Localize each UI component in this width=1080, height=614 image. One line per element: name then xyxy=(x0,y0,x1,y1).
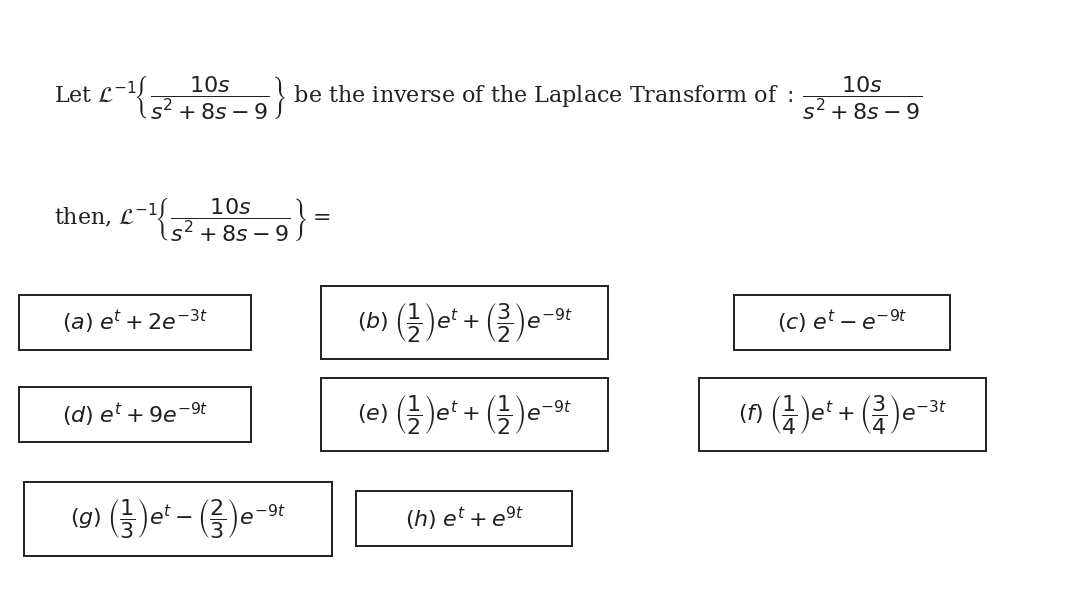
Text: then, $\mathcal{L}^{-1}\!\left\{\dfrac{10s}{s^2+8s-9}\right\}=$: then, $\mathcal{L}^{-1}\!\left\{\dfrac{1… xyxy=(54,196,330,244)
Bar xyxy=(322,286,607,359)
Bar xyxy=(734,295,950,350)
Bar xyxy=(19,387,251,442)
Bar xyxy=(356,491,572,546)
Bar xyxy=(25,482,333,556)
Text: $(g)\;\left(\dfrac{1}{3}\right)e^t-\left(\dfrac{2}{3}\right)e^{-9t}$: $(g)\;\left(\dfrac{1}{3}\right)e^t-\left… xyxy=(70,497,286,540)
Bar xyxy=(322,378,607,451)
Text: $(c)\; e^t - e^{-9t}$: $(c)\; e^t - e^{-9t}$ xyxy=(778,308,907,336)
Text: $(e)\;\left(\dfrac{1}{2}\right)e^t+\left(\dfrac{1}{2}\right)e^{-9t}$: $(e)\;\left(\dfrac{1}{2}\right)e^t+\left… xyxy=(356,393,572,436)
Text: $(a)\; e^t + 2e^{-3t}$: $(a)\; e^t + 2e^{-3t}$ xyxy=(62,308,208,336)
Text: $(b)\;\left(\dfrac{1}{2}\right)e^t+\left(\dfrac{3}{2}\right)e^{-9t}$: $(b)\;\left(\dfrac{1}{2}\right)e^t+\left… xyxy=(356,301,572,344)
Text: $(f)\;\left(\dfrac{1}{4}\right)e^t+\left(\dfrac{3}{4}\right)e^{-3t}$: $(f)\;\left(\dfrac{1}{4}\right)e^t+\left… xyxy=(738,393,947,436)
Text: Let $\mathcal{L}^{-1}\!\left\{\dfrac{10s}{s^2+8s-9}\right\}$ be the inverse of t: Let $\mathcal{L}^{-1}\!\left\{\dfrac{10s… xyxy=(54,74,922,121)
Text: $(h)\; e^t + e^{9t}$: $(h)\; e^t + e^{9t}$ xyxy=(405,505,524,533)
Bar xyxy=(700,378,986,451)
Bar xyxy=(19,295,251,350)
Text: $(d)\; e^t + 9e^{-9t}$: $(d)\; e^t + 9e^{-9t}$ xyxy=(62,400,208,429)
